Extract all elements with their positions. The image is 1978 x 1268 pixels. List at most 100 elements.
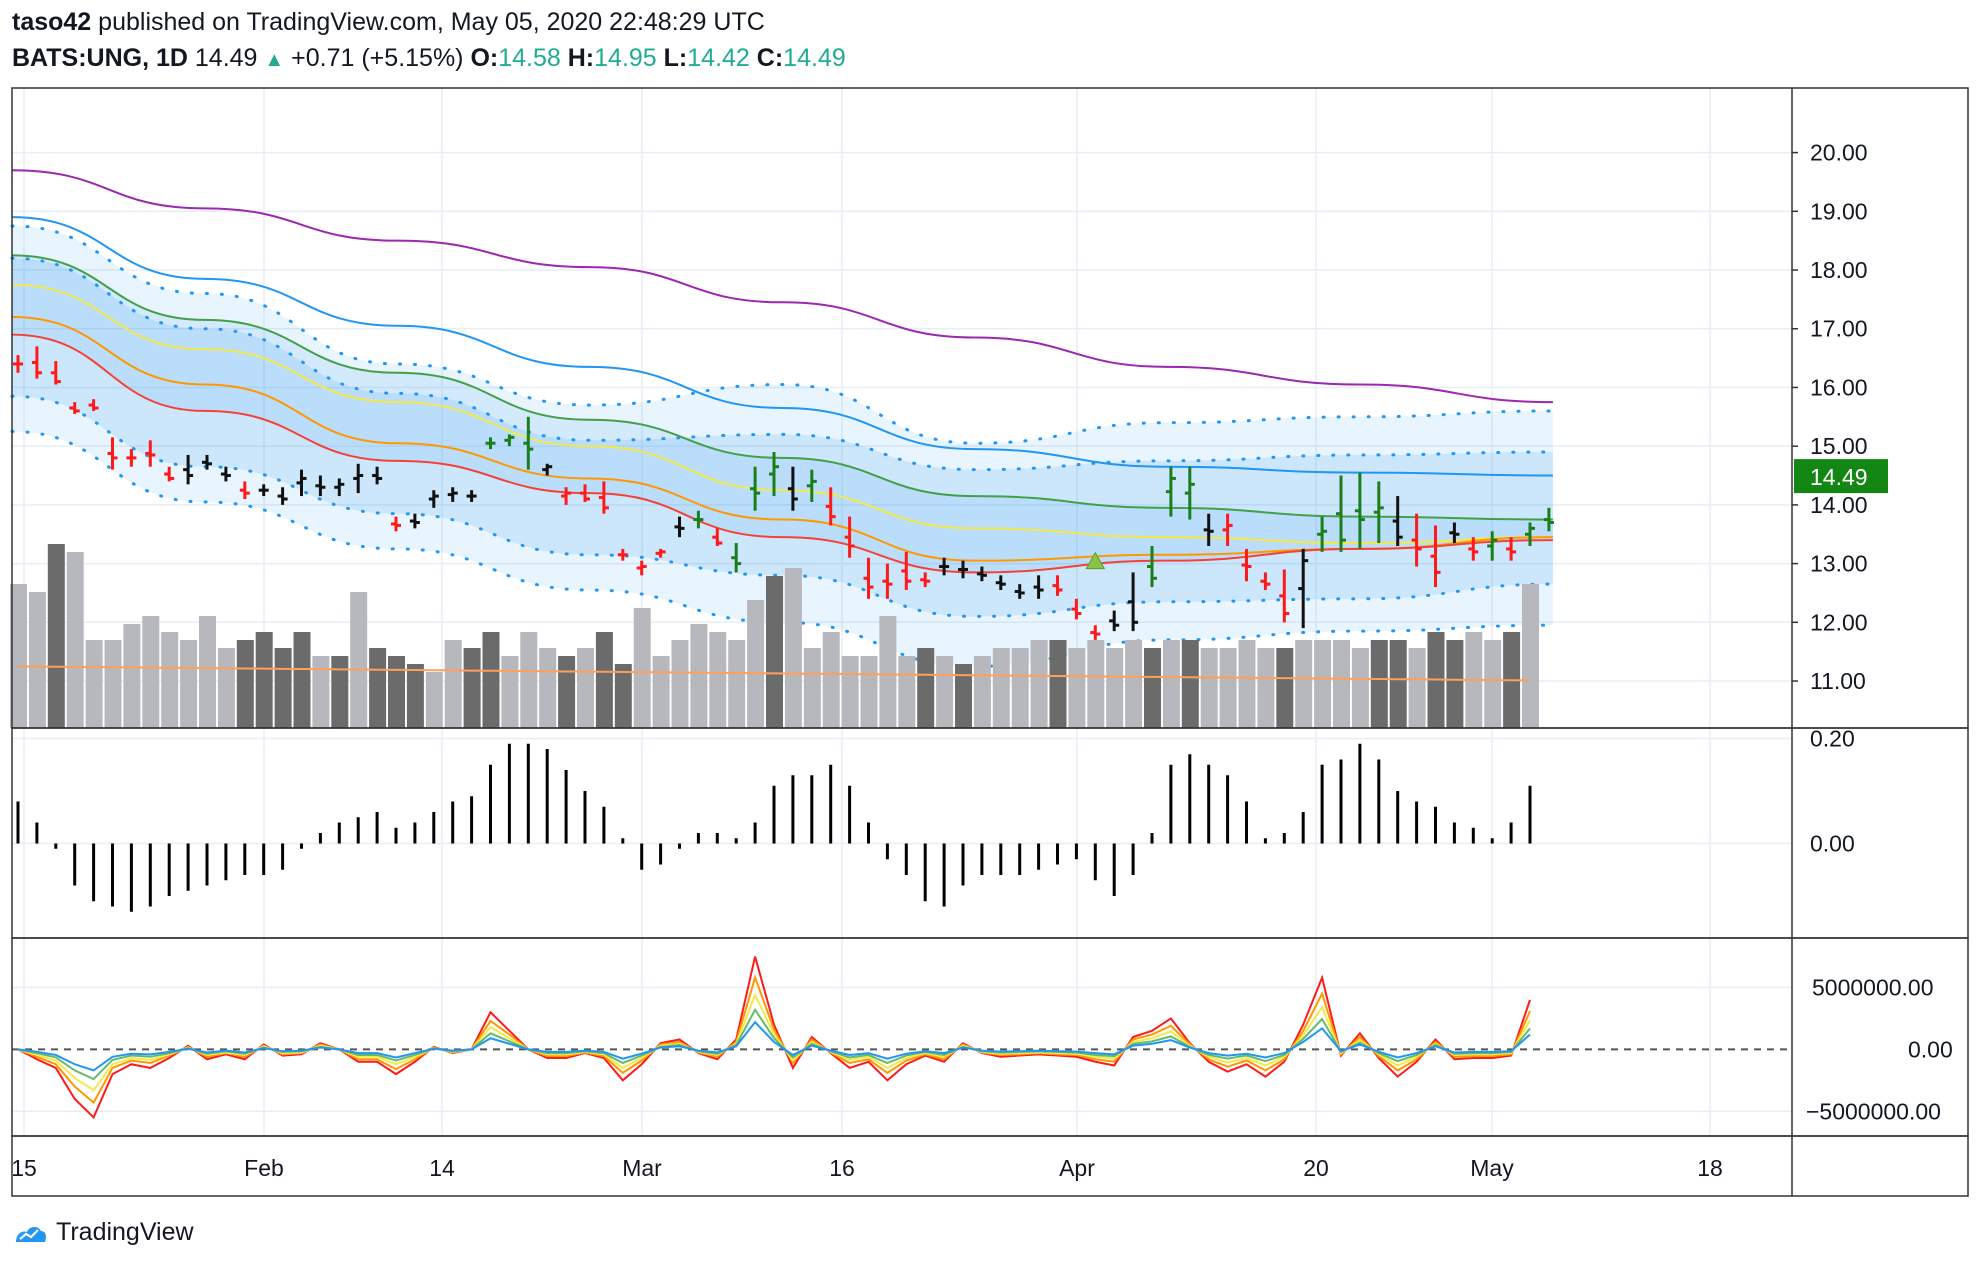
price-bar <box>13 355 23 373</box>
price-bar <box>202 454 212 470</box>
price-bar <box>1260 572 1271 591</box>
price-bar <box>958 560 968 579</box>
price-bar <box>1279 569 1290 623</box>
oscillator-histogram <box>16 743 1532 912</box>
price-bar <box>428 490 439 508</box>
publish-info: taso42 published on TradingView.com, May… <box>12 8 765 37</box>
volume-bar <box>1219 648 1237 728</box>
volume-bar <box>1276 648 1294 728</box>
flow-lines <box>12 956 1792 1120</box>
price-bar <box>1506 537 1517 561</box>
volume-bar <box>1125 640 1143 728</box>
price-bar <box>145 440 156 467</box>
pane-border <box>11 937 1969 1137</box>
outer-band-fill <box>12 225 1553 667</box>
volume-bar <box>1314 640 1332 728</box>
price-bar <box>1184 466 1195 520</box>
price-bar <box>447 487 458 502</box>
price-bar <box>523 416 534 470</box>
volume-bar <box>520 632 538 728</box>
price-bar <box>1165 466 1176 517</box>
flow-line <box>17 1007 1531 1081</box>
volume-bar <box>595 632 613 728</box>
close-value: 14.49 <box>783 44 846 72</box>
price-bar <box>220 466 231 482</box>
volume-bar <box>936 656 954 728</box>
volume-bar <box>1087 640 1105 728</box>
histogram-axis-label: 0.20 <box>1810 726 1855 752</box>
footer-brand-text: TradingView <box>56 1218 194 1246</box>
date-axis-label: 16 <box>829 1155 855 1181</box>
volume-bar <box>1011 648 1029 728</box>
low-value: 14.42 <box>687 44 750 72</box>
volume-bar <box>1522 584 1539 728</box>
volume-bar <box>955 664 972 728</box>
volume-bar <box>728 640 746 728</box>
price-bar <box>88 399 99 411</box>
price-axis-label: 14.00 <box>1810 492 1868 518</box>
price-axis-label: 11.00 <box>1810 668 1866 694</box>
axes: 20.00 19.00 18.00 17.00 16.00 15.00 14.00 13.00… <box>11 140 1953 1181</box>
price-bar <box>239 481 250 500</box>
volume-bar <box>690 624 708 728</box>
price-axis-label: 18.00 <box>1810 257 1868 283</box>
volume-bar <box>28 592 46 728</box>
price-bar <box>580 484 590 502</box>
footer-brand[interactable]: TradingView <box>14 1218 194 1247</box>
price-bars <box>13 346 1554 640</box>
volume-bar <box>747 600 765 728</box>
date-axis-label: 14 <box>429 1155 455 1181</box>
date-axis-label: May <box>1470 1155 1514 1181</box>
volume-bar <box>917 648 935 728</box>
price-bar <box>1241 548 1252 582</box>
price-bar <box>315 475 326 497</box>
price-bar <box>712 528 723 546</box>
volume-bar <box>350 592 368 728</box>
volume-bar <box>614 664 632 728</box>
price-bar <box>1430 525 1441 588</box>
price-bar <box>1354 472 1365 549</box>
price-bar <box>939 557 950 576</box>
last-price: 14.49 <box>194 44 258 72</box>
price-bar <box>995 575 1006 591</box>
volume-bar <box>822 632 840 728</box>
date-axis-label: 18 <box>1697 1155 1723 1181</box>
volume-bar <box>671 640 689 728</box>
volume-bar <box>1408 648 1426 728</box>
volume-bar <box>879 616 897 728</box>
price-bar <box>296 469 307 497</box>
close-label: C: <box>756 44 784 72</box>
histogram-axis-label: 0.00 <box>1810 831 1855 857</box>
moving-average-line <box>11 315 1553 562</box>
volume-bar <box>388 656 405 728</box>
volume-bar <box>539 648 557 728</box>
volume-bar <box>1144 648 1161 728</box>
volume-bar <box>633 608 651 728</box>
date-axis-label: 15 <box>11 1155 37 1181</box>
moving-average-line <box>11 333 1553 574</box>
volume-bar <box>1389 640 1407 728</box>
date-axis-label: Mar <box>622 1155 662 1181</box>
moving-average-line <box>11 283 1553 545</box>
volume-bar <box>784 568 802 728</box>
volume-bar <box>1295 640 1313 728</box>
volume-bar <box>652 656 670 728</box>
volume-bar <box>199 616 216 728</box>
volume-bar <box>992 648 1010 728</box>
last-price-tag <box>1794 459 1888 494</box>
volume-bar <box>973 656 991 728</box>
volume-bar <box>47 544 65 728</box>
price-bar <box>391 516 401 532</box>
last-price-tag-text: 14.49 <box>1810 464 1868 490</box>
date-axis-label: 20 <box>1303 1155 1329 1181</box>
price-bar <box>636 560 647 576</box>
price-bar <box>863 557 874 599</box>
volume-bar <box>312 656 330 728</box>
price-bar <box>1052 575 1063 596</box>
price-bar <box>1222 513 1233 546</box>
price-change: +0.71 (+5.15%) <box>291 44 464 72</box>
volume-bar <box>161 632 179 728</box>
price-bar <box>1090 625 1101 640</box>
high-label: H: <box>567 44 595 72</box>
